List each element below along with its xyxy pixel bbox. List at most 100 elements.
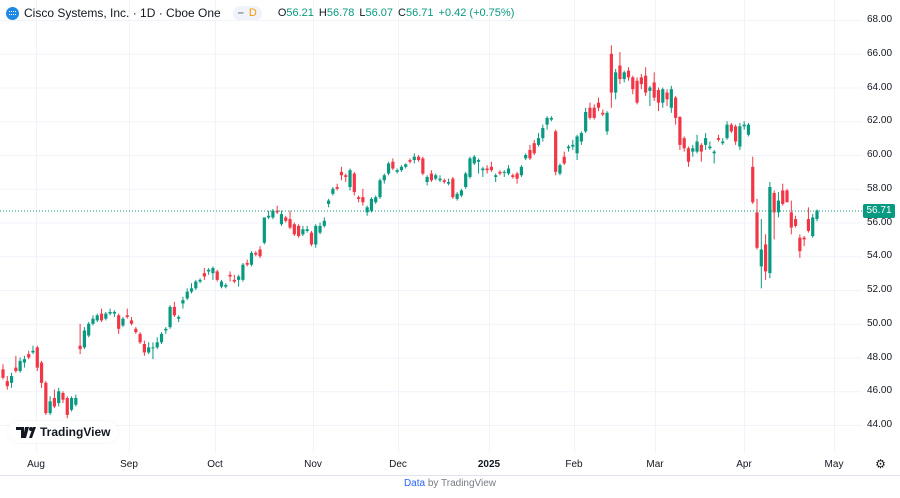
candle-body xyxy=(489,166,493,171)
candle xyxy=(442,178,446,184)
candle xyxy=(211,266,215,280)
candle xyxy=(665,89,669,107)
candle-body xyxy=(159,333,164,343)
low-label: L xyxy=(359,7,366,19)
candle xyxy=(472,155,476,166)
candle-body xyxy=(579,133,583,142)
candles xyxy=(1,45,819,419)
candle-body xyxy=(292,224,296,235)
candle-body xyxy=(609,53,613,93)
candle-body xyxy=(524,155,528,159)
candle xyxy=(678,116,682,150)
candle-body xyxy=(631,77,635,90)
candle-body xyxy=(571,144,575,147)
candle xyxy=(395,168,399,174)
candle xyxy=(815,209,819,222)
x-tick-label: Feb xyxy=(565,459,583,470)
symbol-title[interactable]: Cisco Systems, Inc. · 1D · Cboe One xyxy=(24,6,221,20)
candle xyxy=(515,171,519,184)
candle xyxy=(155,337,159,350)
candle-body xyxy=(95,315,99,321)
candle xyxy=(134,327,138,334)
candle-body xyxy=(806,219,811,231)
candle-body xyxy=(562,156,566,164)
x-tick-label: Mar xyxy=(646,459,664,470)
candle xyxy=(793,215,798,228)
candle xyxy=(258,246,262,258)
candle xyxy=(528,144,532,161)
candle xyxy=(549,116,553,122)
candle xyxy=(519,165,523,177)
candle xyxy=(451,176,455,199)
candle-body xyxy=(459,190,464,196)
candle-body xyxy=(704,138,708,145)
candle-body xyxy=(69,398,74,410)
candle-body xyxy=(288,219,292,228)
open-label: O xyxy=(277,7,287,19)
candle-body xyxy=(305,229,309,231)
candle-body xyxy=(506,168,511,174)
x-tick-label: Sep xyxy=(120,459,138,470)
gear-icon[interactable]: ⚙ xyxy=(875,457,886,471)
candle xyxy=(481,166,485,177)
candle-body xyxy=(399,166,404,171)
candle xyxy=(575,134,579,161)
candle-body xyxy=(155,342,159,348)
candle xyxy=(674,95,678,125)
x-tick-label: Oct xyxy=(207,459,223,470)
candle xyxy=(811,214,815,238)
candle xyxy=(669,85,673,113)
candle-body xyxy=(481,168,485,171)
candle xyxy=(322,217,326,228)
y-tick-label: 64.00 xyxy=(867,81,893,93)
interval-badge: D xyxy=(248,7,257,19)
market-status-badge[interactable]: – D xyxy=(232,5,262,21)
candle-body xyxy=(686,148,691,162)
candle-body xyxy=(48,401,52,414)
low-value: 56.07 xyxy=(365,7,394,19)
x-tick-label: May xyxy=(824,459,844,470)
candle-body xyxy=(781,190,785,204)
candle xyxy=(738,122,742,150)
candle-body xyxy=(644,75,648,93)
close-label: C xyxy=(398,7,406,19)
candle-body xyxy=(648,87,652,91)
candle-body xyxy=(699,144,703,152)
candle xyxy=(802,236,806,247)
candle-body xyxy=(52,398,57,407)
candle-body xyxy=(352,173,356,193)
candle xyxy=(755,198,759,250)
candle xyxy=(142,340,146,356)
candle xyxy=(776,192,781,218)
candle-body xyxy=(584,111,588,132)
candle-body xyxy=(746,124,751,135)
candle-body xyxy=(494,175,498,177)
candle-body xyxy=(61,392,65,400)
candle xyxy=(652,72,656,101)
tradingview-logo[interactable]: TradingView xyxy=(8,421,119,443)
candle-body xyxy=(545,117,549,125)
candle xyxy=(314,224,318,248)
candle xyxy=(365,205,369,216)
candle xyxy=(579,131,583,145)
candle-body xyxy=(117,315,121,329)
candle-body xyxy=(211,268,215,274)
data-link[interactable]: Data xyxy=(403,478,426,489)
candle xyxy=(91,315,95,326)
candle xyxy=(82,327,86,350)
candle xyxy=(494,173,498,182)
candle-body xyxy=(738,126,742,147)
candle xyxy=(438,175,442,182)
candle-body xyxy=(811,217,815,236)
candle-body xyxy=(476,160,481,162)
candle xyxy=(566,144,571,152)
candle-body xyxy=(498,171,502,174)
candle xyxy=(571,139,575,150)
candle-body xyxy=(626,70,631,78)
candle-body xyxy=(605,112,609,132)
candle-body xyxy=(588,107,592,118)
candle xyxy=(489,161,493,172)
candle xyxy=(759,219,763,289)
candle xyxy=(506,165,511,176)
